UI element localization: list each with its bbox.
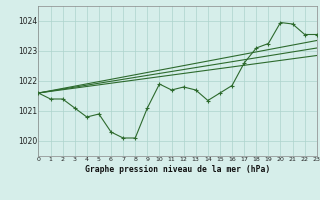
X-axis label: Graphe pression niveau de la mer (hPa): Graphe pression niveau de la mer (hPa): [85, 165, 270, 174]
